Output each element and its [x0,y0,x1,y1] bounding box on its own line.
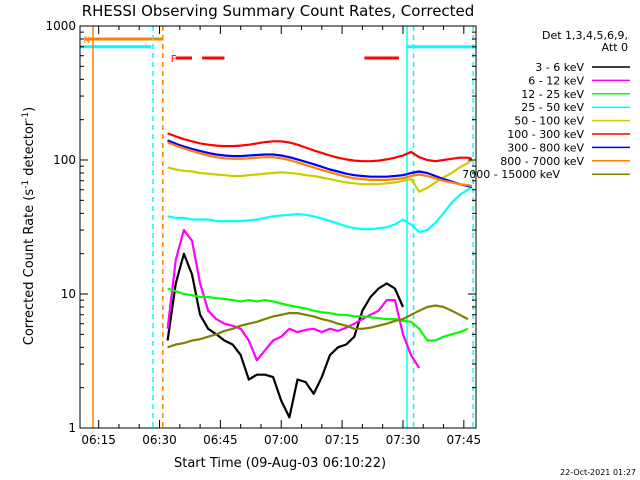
x-tick-label: 07:30 [386,433,421,447]
series-line-0 [166,252,405,419]
y-axis-label-part2: detector [22,120,37,180]
legend-header-line1: Det 1,3,4,5,6,9, [542,29,628,42]
flare-marker-label: F [171,54,177,65]
x-axis: 06:15 06:30 06:45 07:00 07:15 07:30 07:45 [81,26,481,447]
plot-frame [79,25,477,429]
x-tick-label: 07:15 [325,433,360,447]
series-line-4 [167,159,473,193]
timestamp: 22-Oct-2021 01:27 [560,468,636,477]
x-tick-label: 06:30 [142,433,177,447]
y-tick-label: 100 [53,153,76,167]
legend-label-1: 6 - 12 keV [528,74,584,87]
series-line-6 [167,139,473,188]
status-bar-label-0: N [83,36,90,46]
legend-label-4: 50 - 100 keV [514,115,584,128]
legend-label-7: 800 - 7000 keV [500,155,584,168]
x-tick-label: 06:15 [81,433,116,447]
y-axis-label-sup1: -1 [21,180,31,189]
y-tick-label: 10 [61,287,76,301]
x-axis-label: Start Time (09-Aug-03 06:10:22) [174,456,386,471]
legend-label-0: 3 - 6 keV [535,61,584,74]
y-axis: 1 10 100 1000 [45,19,476,435]
x-tick-label: 07:45 [447,433,482,447]
series-line-5 [167,132,473,163]
series-line-3 [167,185,473,234]
vertical-markers [92,26,474,428]
x-tick-label: 07:00 [264,433,299,447]
y-axis-label-sup2: -1 [21,112,31,121]
y-tick-label: 1000 [45,19,76,33]
series-line-8 [167,304,469,349]
x-tick-label: 06:45 [203,433,238,447]
legend-label-8: 7000 - 15000 keV [462,168,560,181]
flare-marker: F [171,54,399,65]
series-line-7 [167,141,473,188]
series-line-2 [167,287,469,342]
y-tick-label: 1 [68,421,76,435]
legend-label-6: 300 - 800 keV [507,141,584,154]
legend-header-line2: Att 0 [602,41,628,54]
y-axis-label: Corrected Count Rate (s-1 detector-1) [21,107,37,345]
legend-label-2: 12 - 25 keV [521,88,584,101]
series-line-1 [166,229,421,369]
series-lines [166,132,473,419]
legend-label-3: 25 - 50 keV [521,101,584,114]
y-axis-label-part3: ) [22,107,37,112]
chart-title: RHESSI Observing Summary Count Rates, Co… [82,2,475,20]
legend-label-5: 100 - 300 keV [507,128,584,141]
status-bars: N [80,36,476,49]
y-axis-label-part1: Corrected Count Rate (s [22,189,37,346]
